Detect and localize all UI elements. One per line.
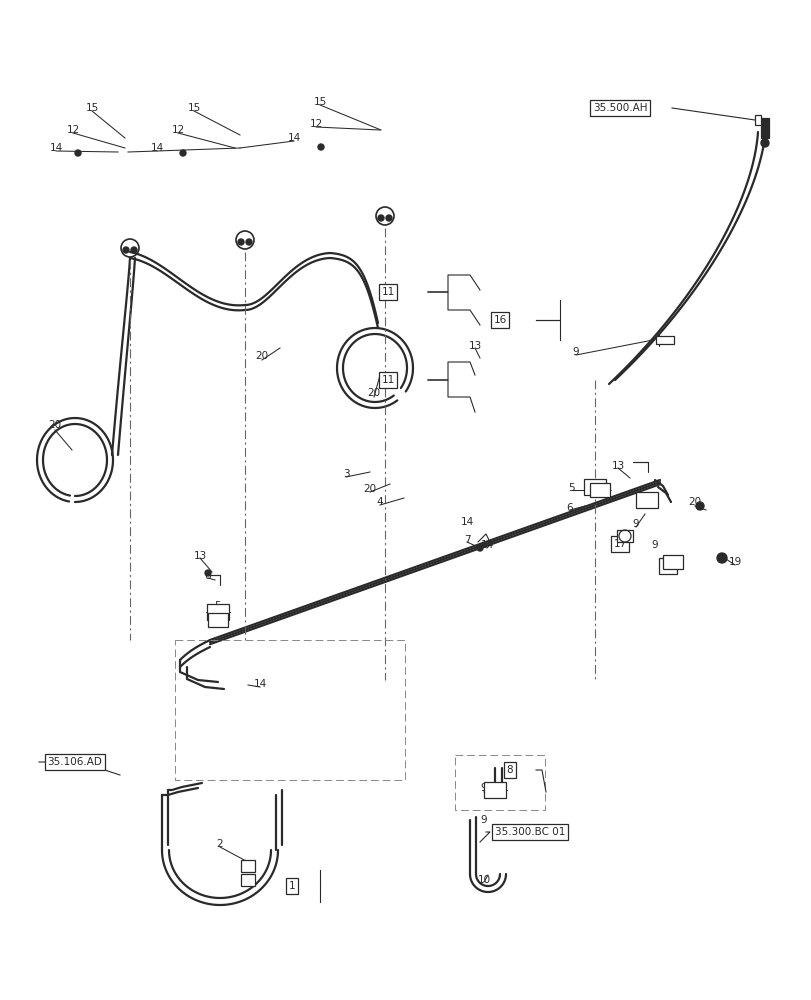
Circle shape [716, 553, 726, 563]
Text: 8: 8 [506, 765, 513, 775]
Text: 18: 18 [661, 561, 674, 571]
Text: 14: 14 [253, 679, 266, 689]
Circle shape [385, 215, 392, 221]
Bar [241, 874, 255, 886]
Text: 9: 9 [480, 783, 487, 793]
Bar [635, 492, 657, 508]
Bar [483, 782, 505, 798]
Text: 9: 9 [480, 815, 487, 825]
Bar [241, 860, 255, 872]
Text: 14: 14 [460, 517, 473, 527]
Text: 12: 12 [171, 125, 184, 135]
Text: 6: 6 [204, 571, 211, 581]
Circle shape [75, 150, 81, 156]
Circle shape [122, 247, 129, 253]
Circle shape [476, 545, 483, 551]
Text: 15: 15 [85, 103, 98, 113]
Text: 5: 5 [214, 601, 221, 611]
Circle shape [238, 239, 243, 245]
Text: 20: 20 [255, 351, 268, 361]
Text: 35.106.AD: 35.106.AD [48, 757, 102, 767]
Circle shape [760, 139, 768, 147]
Text: 15: 15 [187, 103, 200, 113]
Circle shape [318, 144, 324, 150]
Bar [616, 530, 633, 542]
Text: 12: 12 [67, 125, 79, 135]
Text: 14: 14 [49, 143, 62, 153]
Text: 1: 1 [289, 881, 295, 891]
Text: 14: 14 [150, 143, 164, 153]
Bar [207, 604, 229, 620]
Bar [583, 479, 605, 495]
Circle shape [204, 570, 211, 576]
Text: 11: 11 [381, 375, 394, 385]
Text: 19: 19 [727, 557, 740, 567]
Text: 9: 9 [651, 540, 658, 550]
Text: 20: 20 [367, 388, 380, 398]
Circle shape [695, 502, 703, 510]
Text: 3: 3 [342, 469, 349, 479]
Text: 14: 14 [287, 133, 300, 143]
Text: 11: 11 [381, 287, 394, 297]
Text: 35.300.BC 01: 35.300.BC 01 [494, 827, 564, 837]
Text: 6: 6 [566, 503, 573, 513]
Text: 13: 13 [611, 461, 624, 471]
Text: 9: 9 [572, 347, 578, 357]
Text: 7: 7 [463, 535, 470, 545]
Bar [590, 483, 609, 497]
Bar [655, 336, 673, 344]
Text: 35.500.AH: 35.500.AH [592, 103, 646, 113]
Text: 20: 20 [363, 484, 376, 494]
Text: 5: 5 [568, 483, 575, 493]
Circle shape [378, 215, 384, 221]
Text: 14: 14 [480, 540, 493, 550]
Bar [760, 118, 768, 138]
Bar [208, 613, 228, 627]
Text: 9: 9 [632, 519, 638, 529]
Circle shape [131, 247, 137, 253]
Circle shape [246, 239, 251, 245]
Text: 20: 20 [688, 497, 701, 507]
Text: 10: 10 [477, 875, 490, 885]
Text: 20: 20 [49, 420, 62, 430]
Text: 2: 2 [217, 839, 223, 849]
Text: 13: 13 [468, 341, 481, 351]
Text: 4: 4 [376, 497, 383, 507]
Text: 12: 12 [309, 119, 322, 129]
Text: 13: 13 [193, 551, 206, 561]
Bar [663, 555, 682, 569]
Text: 15: 15 [313, 97, 326, 107]
Circle shape [180, 150, 186, 156]
Text: 17: 17 [612, 539, 626, 549]
Text: 16: 16 [493, 315, 506, 325]
Bar [754, 115, 760, 125]
